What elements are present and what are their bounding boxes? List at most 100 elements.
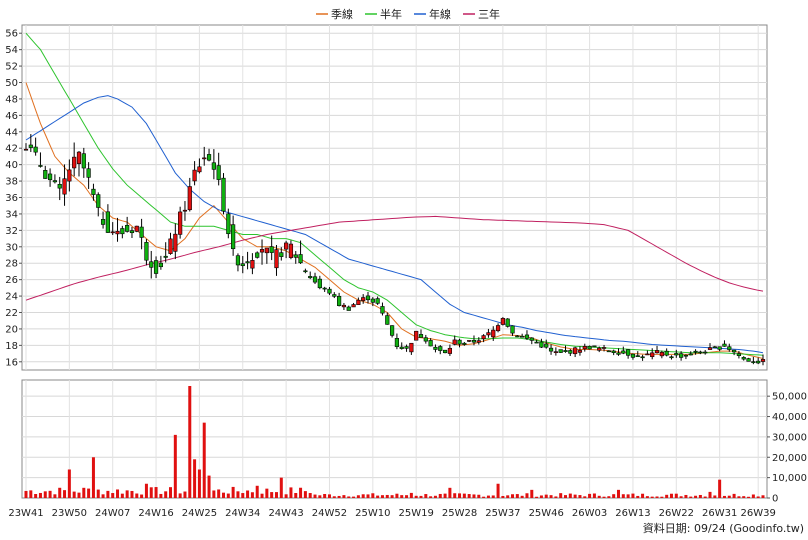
- volume-bar: [106, 490, 110, 498]
- volume-bar: [159, 493, 163, 498]
- volume-bar: [53, 494, 57, 498]
- candle-body: [385, 315, 390, 325]
- price-tick-label: 54: [5, 45, 18, 56]
- candle-body: [756, 360, 761, 364]
- price-tick-label: 24: [5, 292, 18, 303]
- candle-body: [693, 350, 698, 353]
- candle-body: [158, 262, 163, 268]
- volume-bar: [299, 487, 303, 498]
- volume-bar: [255, 485, 259, 498]
- candle-body: [351, 304, 356, 308]
- x-tick-label: 25W37: [485, 508, 520, 519]
- volume-bar: [308, 493, 312, 498]
- candle-body: [573, 347, 578, 355]
- volume-bar: [246, 490, 250, 498]
- candle-body: [399, 346, 404, 349]
- candle-body: [168, 238, 173, 254]
- volume-bar: [486, 495, 490, 498]
- x-tick-label: 23W50: [52, 508, 87, 519]
- volume-bar: [323, 493, 327, 498]
- candle-body: [231, 224, 236, 250]
- candle-body: [81, 153, 86, 169]
- candle-body: [539, 341, 544, 348]
- volume-bar: [443, 493, 447, 498]
- price-tick-label: 28: [5, 259, 18, 270]
- volume-bar: [621, 494, 625, 498]
- candle-body: [688, 353, 693, 356]
- volume-bar: [722, 495, 726, 498]
- x-tick-label: 26W22: [659, 508, 694, 519]
- volume-bar: [433, 495, 437, 498]
- volume-bar: [376, 495, 380, 498]
- candle-body: [163, 255, 168, 258]
- candle-body: [120, 228, 125, 235]
- volume-bars: [24, 386, 765, 498]
- volume-bar: [641, 493, 645, 498]
- volume-bar: [400, 495, 404, 498]
- x-tick-label: 26W31: [702, 508, 737, 519]
- candle-body: [500, 318, 505, 325]
- price-tick-label: 38: [5, 177, 18, 188]
- volume-bar: [67, 469, 71, 498]
- volume-bar: [472, 494, 476, 498]
- volume-bar: [491, 495, 495, 498]
- volume-bar: [284, 494, 288, 498]
- candle-body: [640, 356, 645, 359]
- data-date-credit: 資料日期: 09/24 (Goodinfo.tw): [643, 521, 804, 535]
- price-tick-label: 52: [5, 62, 18, 73]
- volume-bar: [72, 491, 76, 498]
- volume-bar: [660, 496, 664, 498]
- volume-bar: [727, 495, 731, 498]
- volume-bar: [77, 492, 81, 498]
- candle-body: [226, 213, 231, 235]
- candle-body: [76, 151, 82, 164]
- x-tick-label: 24W43: [268, 508, 303, 519]
- volume-bar: [173, 434, 177, 498]
- price-tick-label: 56: [5, 29, 18, 40]
- price-tick-label: 42: [5, 144, 18, 155]
- candle-body: [467, 340, 472, 342]
- candle-body: [240, 263, 245, 267]
- candle-body: [375, 298, 380, 304]
- candle-body: [577, 350, 583, 353]
- candle-body: [337, 295, 342, 306]
- candle-body: [86, 168, 91, 178]
- volume-bar: [217, 489, 221, 498]
- price-tick-label: 32: [5, 226, 18, 237]
- candle-body: [67, 169, 72, 182]
- moving-average-lines: [25, 32, 764, 359]
- volume-bar: [101, 494, 105, 498]
- candle-body: [683, 354, 689, 357]
- candle-body: [134, 225, 139, 232]
- volume-bar: [405, 495, 409, 498]
- volume-bar: [636, 495, 640, 498]
- candle-body: [370, 298, 375, 303]
- volume-bar: [236, 491, 240, 498]
- candle-body: [250, 260, 255, 269]
- candle-body: [481, 335, 486, 340]
- candle-body: [356, 299, 361, 305]
- volume-bar: [554, 496, 558, 498]
- x-tick-label: 24W07: [95, 508, 130, 519]
- x-axis: 23W41 23W50 24W07 24W16 24W25 24W34 24W43 24W52…: [8, 508, 776, 519]
- volume-bar: [279, 477, 283, 498]
- price-tick-label: 16: [5, 357, 18, 368]
- candle-body: [105, 211, 110, 233]
- volume-bar: [588, 493, 592, 498]
- volume-bar: [626, 494, 630, 498]
- candle-body: [698, 351, 703, 354]
- candle-body: [592, 345, 597, 348]
- candle-body: [235, 255, 241, 266]
- volume-bar: [429, 496, 433, 498]
- candle-body: [659, 352, 664, 357]
- volume-bar: [347, 496, 351, 498]
- volume-bar: [29, 490, 33, 498]
- volume-bar: [520, 495, 524, 498]
- legend-label: 三年: [478, 7, 500, 21]
- candle-body: [558, 349, 563, 353]
- volume-bar: [366, 494, 370, 498]
- volume-bar: [313, 494, 317, 498]
- candle-body: [129, 230, 135, 234]
- candlesticks: [23, 134, 766, 366]
